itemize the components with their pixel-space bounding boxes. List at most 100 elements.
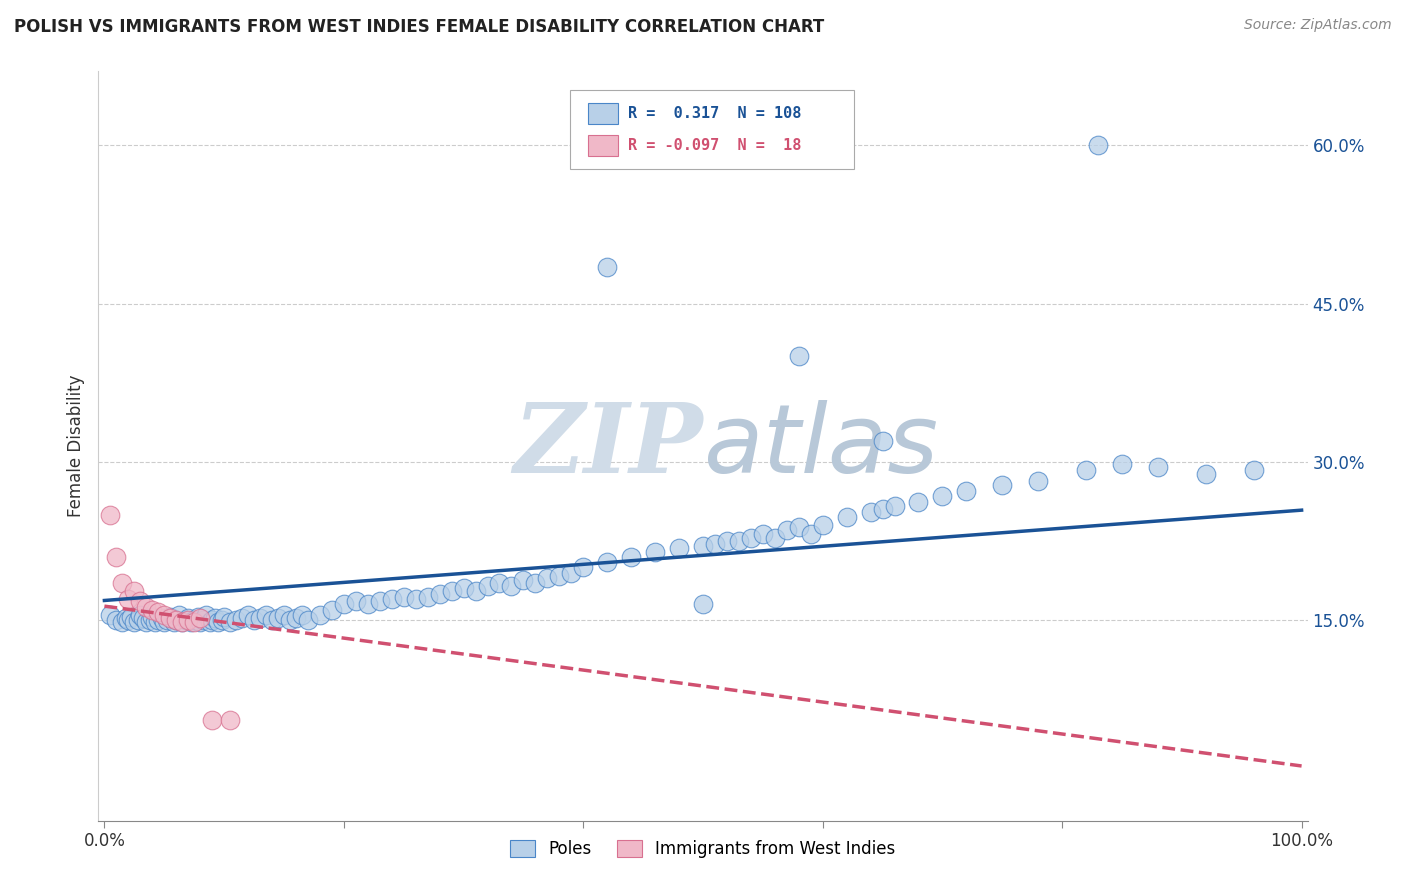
Point: [728, 533, 751, 548]
Point: [201, 714, 224, 728]
Point: [129, 607, 152, 622]
Point: [776, 524, 799, 538]
Point: [572, 560, 595, 574]
Point: [183, 615, 205, 630]
Point: [105, 613, 128, 627]
Point: [156, 613, 179, 627]
Point: [440, 583, 463, 598]
Point: [596, 555, 619, 569]
Legend: Poles, Immigrants from West Indies: Poles, Immigrants from West Indies: [503, 833, 903, 864]
Point: [143, 615, 166, 630]
Point: [309, 607, 332, 622]
Point: [111, 615, 134, 630]
Point: [560, 566, 582, 580]
Point: [321, 602, 343, 616]
Point: [124, 615, 146, 630]
Point: [596, 260, 619, 274]
Point: [236, 607, 259, 622]
Point: [117, 592, 139, 607]
Point: [211, 613, 233, 627]
Y-axis label: Female Disability: Female Disability: [66, 375, 84, 517]
Point: [183, 613, 205, 627]
Point: [453, 582, 475, 596]
Point: [111, 576, 134, 591]
Point: [212, 610, 235, 624]
Point: [139, 613, 162, 627]
Point: [692, 597, 714, 611]
Point: [344, 594, 367, 608]
Text: R = -0.097  N =  18: R = -0.097 N = 18: [628, 138, 801, 153]
Point: [174, 613, 197, 627]
Point: [141, 610, 163, 624]
Point: [1243, 463, 1265, 477]
Text: POLISH VS IMMIGRANTS FROM WEST INDIES FEMALE DISABILITY CORRELATION CHART: POLISH VS IMMIGRANTS FROM WEST INDIES FE…: [14, 18, 824, 36]
Text: ZIP: ZIP: [513, 399, 703, 493]
Point: [153, 607, 176, 622]
Point: [198, 615, 221, 630]
Point: [148, 605, 170, 619]
Point: [1147, 460, 1170, 475]
Point: [1087, 138, 1109, 153]
Point: [763, 531, 786, 545]
Point: [120, 610, 142, 624]
Point: [135, 615, 157, 630]
Point: [231, 611, 253, 625]
Point: [172, 615, 194, 630]
Text: Source: ZipAtlas.com: Source: ZipAtlas.com: [1244, 18, 1392, 32]
Point: [188, 611, 211, 625]
Point: [201, 613, 224, 627]
Point: [177, 613, 200, 627]
Point: [716, 533, 738, 548]
Point: [333, 597, 356, 611]
Point: [132, 611, 155, 625]
Point: [835, 509, 858, 524]
Point: [381, 592, 404, 607]
Point: [488, 576, 510, 591]
Point: [620, 549, 643, 564]
Point: [668, 541, 690, 556]
Point: [165, 613, 187, 627]
Point: [163, 615, 186, 630]
FancyBboxPatch shape: [588, 103, 619, 124]
Point: [548, 569, 571, 583]
Point: [512, 573, 534, 587]
Point: [180, 615, 202, 630]
Point: [477, 579, 499, 593]
Point: [117, 613, 139, 627]
Point: [124, 583, 146, 598]
Point: [167, 607, 190, 622]
Point: [219, 615, 242, 630]
Point: [141, 602, 163, 616]
Point: [273, 607, 295, 622]
Point: [1195, 467, 1218, 482]
Point: [464, 583, 486, 598]
Point: [153, 615, 176, 630]
Point: [105, 549, 128, 564]
Point: [368, 594, 391, 608]
Point: [159, 610, 181, 624]
Point: [955, 484, 977, 499]
Point: [991, 478, 1014, 492]
Point: [243, 613, 266, 627]
Point: [187, 610, 209, 624]
Point: [883, 499, 905, 513]
Point: [297, 613, 319, 627]
Point: [872, 434, 894, 448]
Point: [100, 508, 122, 522]
Point: [172, 615, 194, 630]
FancyBboxPatch shape: [588, 135, 619, 156]
Point: [787, 520, 810, 534]
Point: [165, 613, 187, 627]
Point: [195, 607, 218, 622]
Point: [291, 607, 314, 622]
Point: [752, 526, 775, 541]
Point: [177, 611, 200, 625]
Point: [787, 349, 810, 363]
Point: [1111, 457, 1133, 471]
Point: [501, 579, 523, 593]
Text: atlas: atlas: [703, 400, 938, 492]
Point: [907, 495, 929, 509]
Point: [524, 576, 547, 591]
Point: [115, 611, 138, 625]
Point: [704, 537, 727, 551]
